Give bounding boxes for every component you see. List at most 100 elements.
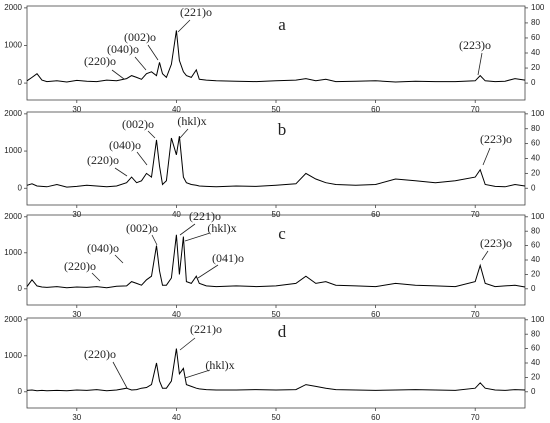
x-tick-label: 30: [72, 105, 81, 114]
annotation: (221)o: [180, 5, 212, 19]
annotation-arrow: [481, 250, 489, 261]
panel-title: b: [278, 120, 287, 139]
x-tick-label: 40: [172, 310, 181, 319]
annotation: (002)o: [124, 30, 156, 44]
annotation: (040)o: [107, 42, 139, 56]
y-tick-label: 2000: [4, 315, 22, 324]
annotation: (223)o: [480, 236, 512, 250]
x-tick-label: 60: [371, 413, 380, 422]
annotation-arrow: [114, 167, 128, 177]
x-tick-label: 40: [172, 105, 181, 114]
y-tick-label: 1000: [4, 248, 22, 257]
y2-tick-label: 100: [531, 212, 545, 221]
y2-tick-label: 80: [531, 226, 540, 235]
annotation-arrow: [184, 369, 211, 379]
annotation-arrow: [91, 272, 101, 282]
y-tick-label: 0: [18, 387, 23, 396]
y-tick-label: 0: [18, 78, 23, 87]
y-tick-label: 1000: [4, 146, 22, 155]
annotation: (040)o: [109, 138, 141, 152]
x-tick-label: 70: [471, 413, 480, 422]
y2-tick-label: 100: [531, 315, 545, 324]
annotation: (223)o: [459, 38, 491, 52]
annotation: (223)o: [480, 132, 512, 146]
annotation-arrow: [134, 56, 147, 71]
y-tick-label: 0: [18, 284, 23, 293]
y2-tick-label: 40: [531, 255, 540, 264]
y2-tick-label: 100: [531, 3, 545, 12]
annotation-arrow: [179, 128, 189, 139]
y2-tick-label: 100: [531, 109, 545, 118]
annotation-arrow: [197, 264, 219, 279]
y2-tick-label: 40: [531, 154, 540, 163]
x-tick-label: 70: [471, 310, 480, 319]
annotation-arrow: [147, 130, 156, 139]
line: [26, 136, 526, 188]
annotation-arrow: [177, 19, 191, 33]
annotation: (040)o: [87, 241, 119, 255]
y2-tick-label: 20: [531, 373, 540, 382]
x-tick-label: 60: [371, 105, 380, 114]
annotation-arrow: [147, 44, 159, 61]
y2-tick-label: 80: [531, 18, 540, 27]
annotation: (221)o: [189, 209, 221, 223]
y2-tick-label: 0: [531, 78, 536, 87]
x-tick-label: 30: [72, 413, 81, 422]
annotation: (220)o: [84, 54, 116, 68]
annotation: (220)o: [87, 153, 119, 167]
annotation: (220)o: [64, 259, 96, 273]
annotation: (hkl)x: [207, 221, 236, 235]
y2-tick-label: 60: [531, 344, 540, 353]
plot-frame: [26, 214, 526, 306]
y2-tick-label: 0: [531, 183, 536, 192]
annotation-arrow: [482, 147, 491, 166]
line: [26, 348, 526, 392]
y2-tick-label: 40: [531, 48, 540, 57]
y-tick-label: 2000: [4, 3, 22, 12]
annotation-arrow: [179, 223, 196, 236]
y2-tick-label: 0: [531, 284, 536, 293]
panel-title: d: [278, 322, 287, 341]
y-tick-label: 2000: [4, 109, 22, 118]
y2-tick-label: 60: [531, 33, 540, 42]
x-tick-label: 30: [72, 310, 81, 319]
y-tick-label: 1000: [4, 351, 22, 360]
y2-tick-label: 0: [531, 387, 536, 396]
x-tick-label: 50: [272, 413, 281, 422]
annotation-arrow: [151, 234, 158, 246]
y2-tick-label: 20: [531, 270, 540, 279]
annotation-arrow: [179, 337, 196, 351]
annotation: (221)o: [190, 322, 222, 336]
annotation-arrow: [477, 52, 483, 76]
y2-tick-label: 80: [531, 124, 540, 133]
y-tick-label: 0: [18, 183, 23, 192]
plot-frame: [26, 317, 526, 409]
x-tick-label: 70: [471, 105, 480, 114]
y2-tick-label: 60: [531, 139, 540, 148]
annotation-arrow: [184, 232, 211, 242]
annotation: (hkl)x: [205, 358, 234, 372]
annotation: (041)o: [212, 251, 244, 265]
x-tick-label: 50: [272, 105, 281, 114]
annotation-arrow: [112, 361, 128, 389]
line: [26, 234, 526, 289]
line: [26, 30, 526, 83]
panel-title: c: [278, 224, 286, 243]
x-tick-label: 40: [172, 413, 181, 422]
annotation-arrow: [114, 254, 124, 264]
y2-tick-label: 20: [531, 63, 540, 72]
y2-tick-label: 20: [531, 168, 540, 177]
annotation: (002)o: [126, 221, 158, 235]
x-tick-label: 50: [272, 310, 281, 319]
annotation-arrow: [111, 69, 125, 80]
y2-tick-label: 80: [531, 329, 540, 338]
annotation: (002)o: [122, 117, 154, 131]
y2-tick-label: 40: [531, 358, 540, 367]
x-tick-label: 60: [371, 310, 380, 319]
y-tick-label: 2000: [4, 212, 22, 221]
annotation: (hkl)x: [177, 114, 206, 128]
y-tick-label: 1000: [4, 41, 22, 50]
annotation: (220)o: [84, 347, 116, 361]
annotation-arrow: [136, 151, 148, 166]
